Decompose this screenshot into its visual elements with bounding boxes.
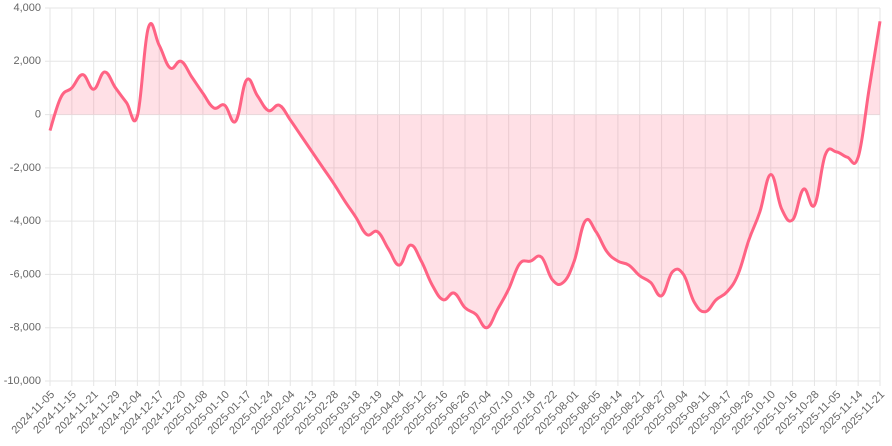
y-tick-label: 2,000	[13, 55, 41, 67]
y-tick-label: 4,000	[13, 2, 41, 14]
y-tick-label: -2,000	[10, 162, 41, 174]
y-tick-label: -8,000	[10, 322, 41, 334]
y-tick-label: -4,000	[10, 215, 41, 227]
y-tick-label: -6,000	[10, 268, 41, 280]
y-tick-label: 0	[35, 108, 41, 120]
line	[48, 21, 882, 330]
y-tick-label: -10,000	[4, 375, 41, 387]
